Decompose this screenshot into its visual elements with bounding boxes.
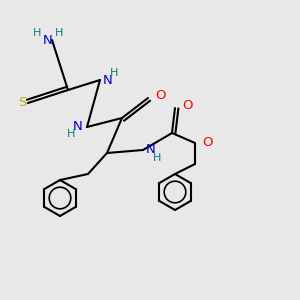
Text: N: N [103,74,112,86]
Text: H: H [33,28,41,38]
Text: N: N [146,143,155,157]
Text: H: H [110,68,118,78]
Text: S: S [18,97,27,110]
Text: N: N [43,34,53,46]
Text: H: H [152,153,161,163]
Text: O: O [182,99,192,112]
Text: H: H [55,28,63,38]
Text: H: H [66,129,75,139]
Text: O: O [155,89,165,102]
Text: O: O [202,136,212,149]
Text: N: N [73,121,83,134]
